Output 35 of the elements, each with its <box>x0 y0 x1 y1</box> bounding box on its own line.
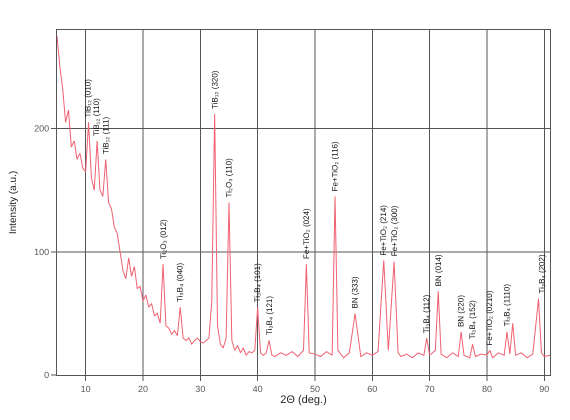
annotation: BN (014) <box>434 254 444 286</box>
y-tick-label: 0 <box>44 370 50 380</box>
x-tick-label: 10 <box>80 384 91 394</box>
x-tick-label: 60 <box>367 384 378 394</box>
x-tick-label: 90 <box>539 384 550 394</box>
annotation: TiB₁₂ (010) <box>84 78 93 118</box>
x-tick-label: 80 <box>482 384 492 394</box>
annotation: Ti₃B₄ (112) <box>422 294 432 334</box>
annotation: Fe+TiO₂ (116) <box>330 141 340 192</box>
x-tick-label: 50 <box>310 384 320 394</box>
y-tick-label: 200 <box>34 124 50 134</box>
annotation: BN (220) <box>456 294 466 328</box>
annotation: Ti₃B₄ (121) <box>265 296 274 336</box>
annotation: Ti₃B₄ (101) <box>252 262 262 302</box>
annotation: Ti₃B₄ (040) <box>176 262 185 302</box>
x-tick-label: 20 <box>138 384 148 394</box>
annotation: Ti₃B₄ (1110) <box>502 284 512 326</box>
annotation: Ti₃B₄ (152) <box>468 300 477 340</box>
annotation: TiB₁₂ (111) <box>101 116 110 154</box>
annotation: BN (333) <box>350 276 360 308</box>
annotation: Ti₂O₃ (110) <box>224 158 234 198</box>
x-tick-label: 30 <box>195 384 206 394</box>
annotation: Fe+TiO₂ (024) <box>302 208 311 259</box>
annotation: Fe+TiO₂ (214) <box>378 204 388 256</box>
annotation: Fe+TiO₂ (300) <box>390 205 399 256</box>
annotation: Ti₃B₄ (202) <box>537 254 546 294</box>
annotation: Ti₂O₃ (012) <box>158 218 168 260</box>
y-tick-label: 100 <box>34 246 50 257</box>
x-tick-label: 40 <box>252 384 263 394</box>
x-tick-label: 70 <box>424 384 435 394</box>
x-axis-title: 2Θ (deg.) <box>280 394 327 406</box>
annotation: Fe+TiO₂ (0210) <box>484 290 494 346</box>
y-axis-title: Intensity (a.u.) <box>8 170 20 234</box>
annotation: TiB₁₂ (110) <box>92 98 102 136</box>
annotation: TiB₁₂ (320) <box>210 70 220 109</box>
